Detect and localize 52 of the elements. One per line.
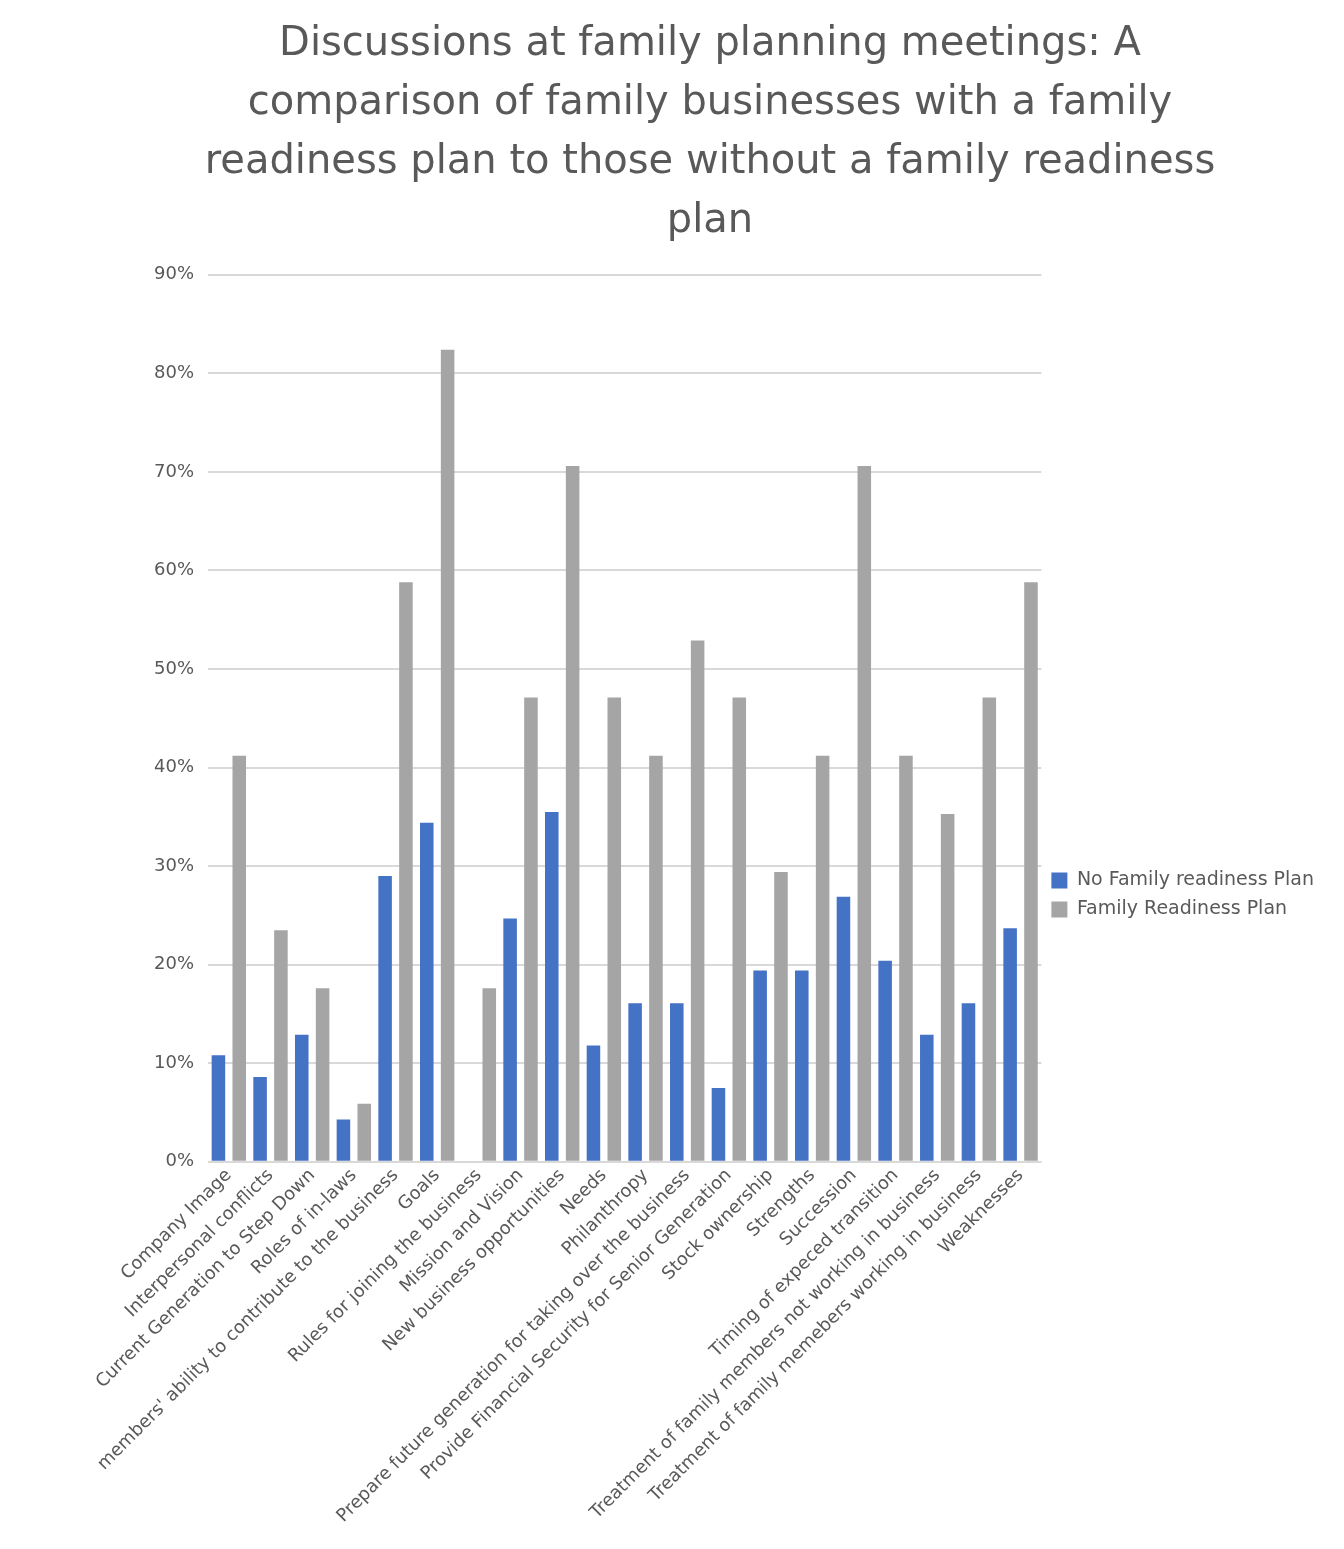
bar (690, 640, 705, 1161)
bar (232, 755, 247, 1161)
legend-label: Family Readiness Plan (1076, 896, 1288, 919)
bar (795, 970, 809, 1161)
bar (628, 1003, 642, 1161)
bar (440, 349, 455, 1161)
bar (482, 988, 497, 1161)
bar (211, 1055, 226, 1161)
bar (378, 876, 392, 1161)
bar (586, 1045, 601, 1161)
bar (565, 466, 580, 1161)
y-tick-label: 50% (153, 656, 195, 678)
bar (940, 813, 955, 1161)
bar (607, 697, 622, 1161)
bar (253, 1077, 267, 1161)
bar (753, 970, 767, 1161)
bar (899, 755, 913, 1161)
y-tick-label: 90% (153, 262, 195, 284)
bar (1024, 582, 1038, 1161)
bar (274, 930, 288, 1161)
chart-title: Discussions at family planning meetings: A comparison of family businesses with a family readiness plan to those without a family readiness plan (203, 17, 1217, 243)
y-tick-label: 60% (153, 558, 195, 580)
bar (357, 1103, 372, 1161)
bar (336, 1119, 351, 1161)
legend-label: No Family readiness Plan (1076, 867, 1315, 890)
bar (961, 1003, 976, 1161)
bar (857, 466, 872, 1161)
y-tick-label: 80% (153, 361, 195, 383)
bar (294, 1034, 309, 1161)
y-tick-label: 10% (153, 1050, 195, 1072)
bar (774, 872, 788, 1161)
bar (920, 1034, 934, 1161)
bar (815, 755, 830, 1161)
bar (503, 918, 517, 1161)
bar (836, 896, 851, 1161)
bar (670, 1003, 684, 1161)
bar (524, 697, 538, 1161)
bar (420, 822, 434, 1161)
bar (649, 755, 663, 1161)
bar (315, 988, 330, 1161)
bar (545, 811, 559, 1161)
bar (878, 960, 892, 1161)
y-tick-label: 20% (153, 952, 195, 974)
bar (732, 697, 747, 1161)
y-tick-label: 40% (153, 755, 195, 777)
y-tick-label: 0% (165, 1149, 195, 1171)
bar (1003, 928, 1017, 1161)
bar (982, 697, 997, 1161)
bar (711, 1087, 726, 1161)
y-tick-label: 70% (153, 459, 195, 481)
y-tick-label: 30% (153, 853, 195, 875)
bar (399, 582, 413, 1161)
